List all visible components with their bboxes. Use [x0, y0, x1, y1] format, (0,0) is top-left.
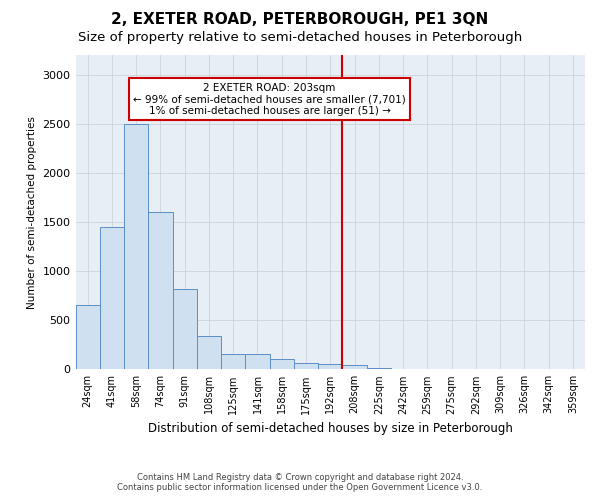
Bar [367, 368, 391, 370]
Text: Size of property relative to semi-detached houses in Peterborough: Size of property relative to semi-detach… [78, 31, 522, 44]
Bar [221, 354, 245, 370]
X-axis label: Distribution of semi-detached houses by size in Peterborough: Distribution of semi-detached houses by … [148, 422, 513, 435]
Bar [197, 336, 221, 370]
Bar [245, 354, 269, 370]
Bar [124, 124, 148, 370]
Bar [318, 364, 343, 370]
Y-axis label: Number of semi-detached properties: Number of semi-detached properties [27, 116, 37, 308]
Bar [269, 358, 294, 370]
Bar [148, 212, 173, 370]
Bar [76, 306, 100, 370]
Bar [100, 227, 124, 370]
Bar [294, 364, 318, 370]
Text: Contains HM Land Registry data © Crown copyright and database right 2024.
Contai: Contains HM Land Registry data © Crown c… [118, 473, 482, 492]
Text: 2 EXETER ROAD: 203sqm
← 99% of semi-detached houses are smaller (7,701)
1% of se: 2 EXETER ROAD: 203sqm ← 99% of semi-deta… [133, 82, 406, 116]
Bar [343, 366, 367, 370]
Bar [173, 289, 197, 370]
Text: 2, EXETER ROAD, PETERBOROUGH, PE1 3QN: 2, EXETER ROAD, PETERBOROUGH, PE1 3QN [112, 12, 488, 28]
